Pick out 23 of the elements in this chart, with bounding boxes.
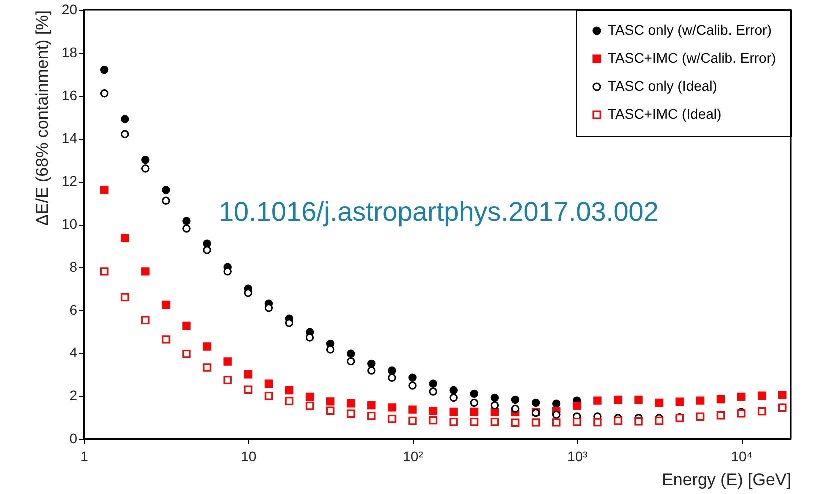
y-tick-label: 20 bbox=[62, 2, 78, 18]
y-tick-label: 0 bbox=[70, 430, 78, 446]
y-tick-label: 18 bbox=[62, 44, 78, 60]
legend-label: TASC+IMC (Ideal) bbox=[608, 106, 722, 122]
legend-label: TASC only (Ideal) bbox=[608, 78, 718, 94]
x-tick-label: 1 bbox=[80, 448, 89, 464]
x-axis-title: Energy (E) [GeV] bbox=[662, 470, 792, 490]
y-axis-title: ΔE/E (68% containment) [%] bbox=[32, 10, 52, 226]
y-tick-label: 2 bbox=[70, 388, 78, 404]
legend-label: TASC only (w/Calib. Error) bbox=[608, 22, 772, 38]
y-tick-label: 8 bbox=[70, 258, 78, 275]
x-tick-label: 10³ bbox=[568, 448, 588, 464]
y-tick-label: 12 bbox=[62, 173, 78, 190]
y-tick-label: 6 bbox=[70, 302, 78, 318]
x-tick-label: 10 bbox=[241, 448, 257, 464]
annotation: 10.1016/j.astropartphys.2017.03.002 bbox=[219, 197, 659, 227]
x-tick-label: 10⁴ bbox=[731, 448, 753, 464]
legend-label: TASC+IMC (w/Calib. Error) bbox=[608, 50, 776, 66]
y-tick-label: 4 bbox=[70, 344, 78, 361]
y-tick-label: 14 bbox=[62, 130, 78, 146]
y-tick-label: 10 bbox=[62, 216, 78, 232]
y-tick-label: 16 bbox=[62, 87, 78, 104]
x-tick-label: 10² bbox=[403, 448, 424, 464]
